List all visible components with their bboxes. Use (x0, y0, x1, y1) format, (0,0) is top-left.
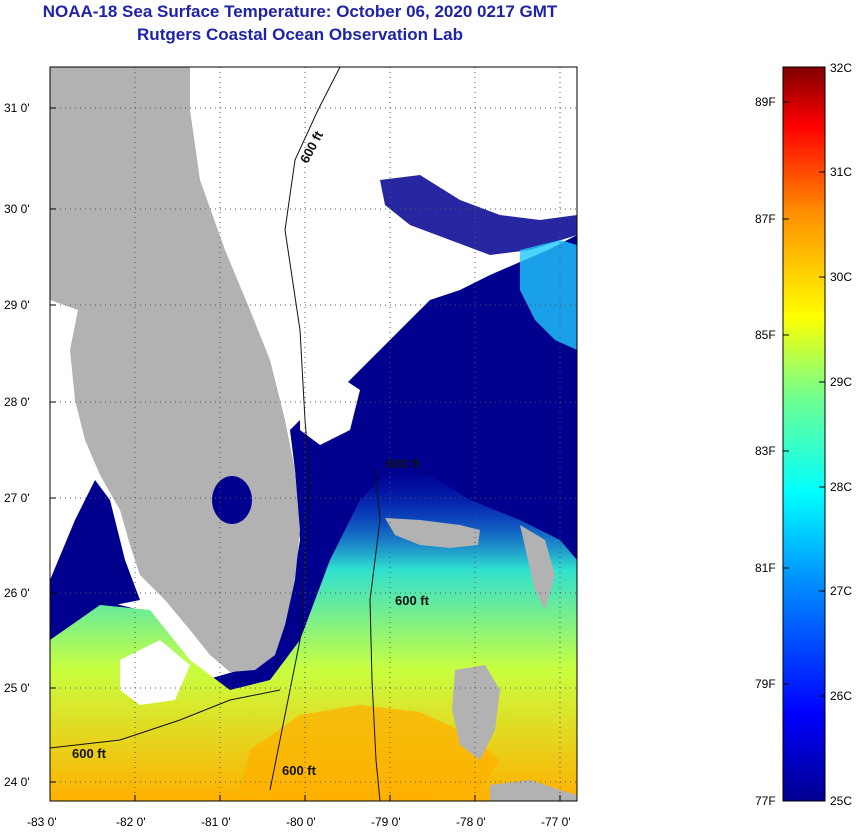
andros-island (452, 665, 500, 760)
sst-cool-water-north (380, 175, 577, 255)
colorbar-f-label: 85F (755, 328, 776, 342)
lon-tick-label: -82 0' (116, 815, 146, 829)
colorbar-f-label: 89F (755, 95, 776, 109)
colorbar-c-label: 30C (830, 270, 852, 284)
colorbar-c-label: 31C (830, 165, 852, 179)
isobath-line-bahamas (369, 469, 381, 801)
isobath-label-2: 600 ft (386, 456, 421, 471)
abaco-island (520, 525, 555, 610)
colorbar-f-label: 87F (755, 212, 776, 226)
map-frame (49, 66, 578, 802)
colorbar-f-label: 83F (755, 444, 776, 458)
colorbar-f-label: 79F (755, 677, 776, 691)
lat-tick-label: 31 0' (4, 101, 30, 115)
isobath-label-3: 600 ft (395, 593, 430, 608)
cuba-coast (490, 780, 577, 801)
lon-tick-label: -77 0' (541, 815, 571, 829)
isobath-label-4: 600 ft (72, 746, 107, 761)
lat-tick-label: 28 0' (4, 395, 30, 409)
lat-tick-label: 24 0' (4, 775, 30, 789)
lat-tick-label: 30 0' (4, 202, 30, 216)
colorbar-c-label: 28C (830, 480, 852, 494)
colorbar-c-label: 27C (830, 584, 852, 598)
colorbar-c-label: 29C (830, 375, 852, 389)
colorbar-c-label: 25C (830, 794, 852, 808)
colorbar-f-label: 81F (755, 561, 776, 575)
lon-tick-label: -80 0' (286, 815, 316, 829)
lon-tick-label: -81 0' (201, 815, 231, 829)
map-subtitle: Rutgers Coastal Ocean Observation Lab (137, 25, 463, 44)
lat-tick-label: 29 0' (4, 298, 30, 312)
isobath-line-south (50, 689, 281, 749)
sst-warm-water (50, 470, 577, 801)
sst-cyan-east (520, 240, 577, 350)
cloud-patch-sw (120, 640, 190, 705)
isobath-label-5: 600 ft (282, 763, 317, 778)
lon-tick-label: -83 0' (27, 815, 57, 829)
colorbar-f-label: 77F (755, 794, 776, 808)
lake-okeechobee (212, 476, 252, 524)
colorbar-ticks (783, 101, 825, 697)
map-title: NOAA-18 Sea Surface Temperature: October… (42, 2, 558, 21)
temperature-colorbar (782, 66, 826, 802)
lat-tick-label: 27 0' (4, 491, 30, 505)
lat-tick-label: 26 0' (4, 586, 30, 600)
isobath-line-north (269, 67, 341, 791)
lat-tick-label: 25 0' (4, 681, 30, 695)
map-plot-area (50, 67, 577, 801)
colorbar-c-label: 26C (830, 689, 852, 703)
axis-ticks (49, 107, 561, 801)
lon-tick-label: -78 0' (456, 815, 486, 829)
cloud-patch-central (300, 370, 360, 445)
colorbar-c-label: 32C (830, 61, 852, 75)
sst-cool-west (50, 480, 140, 620)
grand-bahama (385, 518, 480, 548)
lon-tick-label: -79 0' (371, 815, 401, 829)
